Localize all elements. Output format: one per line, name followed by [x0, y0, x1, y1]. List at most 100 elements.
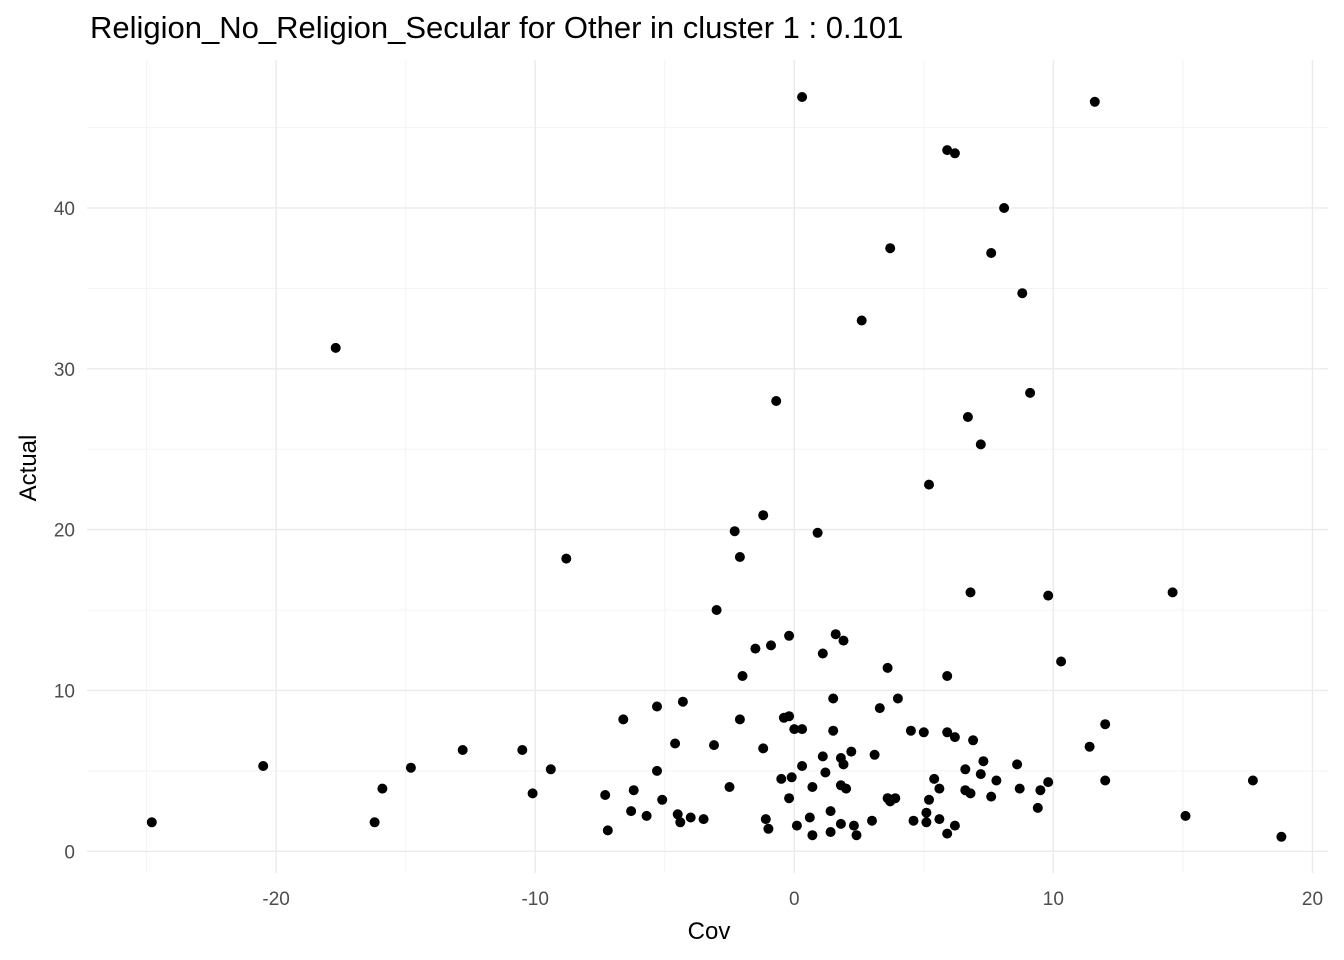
data-point — [820, 767, 831, 778]
x-tick-label: -10 — [521, 889, 548, 910]
data-point — [949, 820, 960, 831]
data-point — [527, 788, 538, 799]
data-point — [825, 806, 836, 817]
major-gridlines — [87, 60, 1328, 873]
data-point — [377, 783, 388, 794]
x-tick-label: 10 — [1043, 889, 1064, 910]
data-point — [1012, 759, 1023, 770]
data-point — [856, 315, 867, 326]
data-point — [1167, 587, 1178, 598]
data-point — [1014, 783, 1025, 794]
data-point — [942, 828, 953, 839]
data-point — [602, 825, 613, 836]
data-point — [146, 817, 157, 828]
data-point — [942, 671, 953, 681]
data-point — [804, 812, 815, 823]
data-point — [924, 479, 934, 490]
data-point — [949, 148, 960, 159]
data-point — [724, 782, 735, 792]
data-point — [734, 714, 745, 725]
data-point — [841, 783, 852, 794]
x-tick-label: 20 — [1302, 889, 1323, 910]
x-axis-title: Cov — [688, 918, 731, 945]
data-point — [517, 745, 528, 755]
data-point — [1247, 775, 1258, 786]
y-tick-label: 40 — [54, 199, 75, 220]
data-point — [797, 761, 808, 771]
data-point — [789, 724, 800, 735]
data-point — [828, 725, 839, 736]
data-point — [760, 814, 771, 825]
x-axis-ticks: -20 -10 0 10 20 — [262, 889, 1323, 910]
data-point — [828, 693, 839, 704]
data-point — [545, 764, 556, 775]
data-point — [711, 605, 722, 615]
data-point — [968, 735, 979, 746]
data-point — [929, 773, 940, 784]
y-tick-label: 30 — [54, 360, 75, 381]
data-point — [784, 793, 795, 804]
data-point — [851, 830, 862, 841]
data-point — [830, 629, 841, 640]
data-point — [1100, 719, 1111, 730]
data-point — [763, 823, 774, 834]
x-tick-label: 0 — [789, 889, 800, 910]
data-point — [766, 640, 776, 651]
data-point — [670, 738, 681, 749]
data-point — [874, 703, 885, 714]
data-point — [817, 751, 828, 762]
data-point — [1276, 831, 1287, 842]
data-point — [869, 749, 880, 760]
data-point — [685, 812, 696, 823]
y-axis-title: Actual — [15, 435, 42, 502]
data-point — [942, 145, 953, 156]
y-tick-label: 20 — [54, 521, 75, 542]
data-point — [807, 830, 818, 841]
data-point — [1089, 96, 1100, 107]
data-point — [825, 827, 836, 837]
data-point — [258, 761, 269, 771]
data-point — [885, 796, 896, 807]
data-point — [758, 510, 769, 521]
data-point — [908, 815, 919, 826]
data-point — [561, 553, 572, 564]
data-point — [758, 743, 769, 754]
data-point — [949, 732, 960, 743]
data-point — [965, 788, 976, 799]
data-point — [838, 759, 849, 770]
data-point — [882, 662, 893, 673]
data-point — [672, 809, 683, 820]
data-point — [1025, 387, 1036, 398]
data-point — [885, 243, 896, 254]
data-point — [677, 696, 688, 707]
y-axis-ticks: 0 10 20 30 40 — [54, 199, 75, 863]
data-point — [1035, 785, 1046, 796]
data-point — [1056, 656, 1067, 667]
data-point — [867, 815, 877, 826]
data-point — [618, 714, 629, 725]
data-point — [892, 693, 903, 704]
data-point — [846, 746, 857, 757]
data-point — [771, 396, 782, 406]
data-point — [975, 769, 986, 780]
data-point — [905, 725, 916, 736]
data-point — [807, 782, 818, 792]
data-point — [918, 727, 929, 738]
data-point — [791, 820, 802, 831]
data-point — [784, 711, 795, 722]
data-point — [786, 772, 797, 783]
data-point — [734, 552, 745, 562]
data-point — [675, 817, 686, 828]
data-point — [812, 527, 823, 538]
data-point — [965, 587, 976, 598]
data-point — [784, 630, 795, 641]
data-point — [838, 635, 849, 646]
y-tick-label: 0 — [64, 842, 75, 863]
data-point — [942, 727, 953, 738]
data-point — [817, 648, 828, 659]
data-point — [776, 773, 787, 784]
data-point — [1100, 775, 1111, 786]
data-point — [986, 248, 997, 258]
data-point — [652, 765, 662, 776]
